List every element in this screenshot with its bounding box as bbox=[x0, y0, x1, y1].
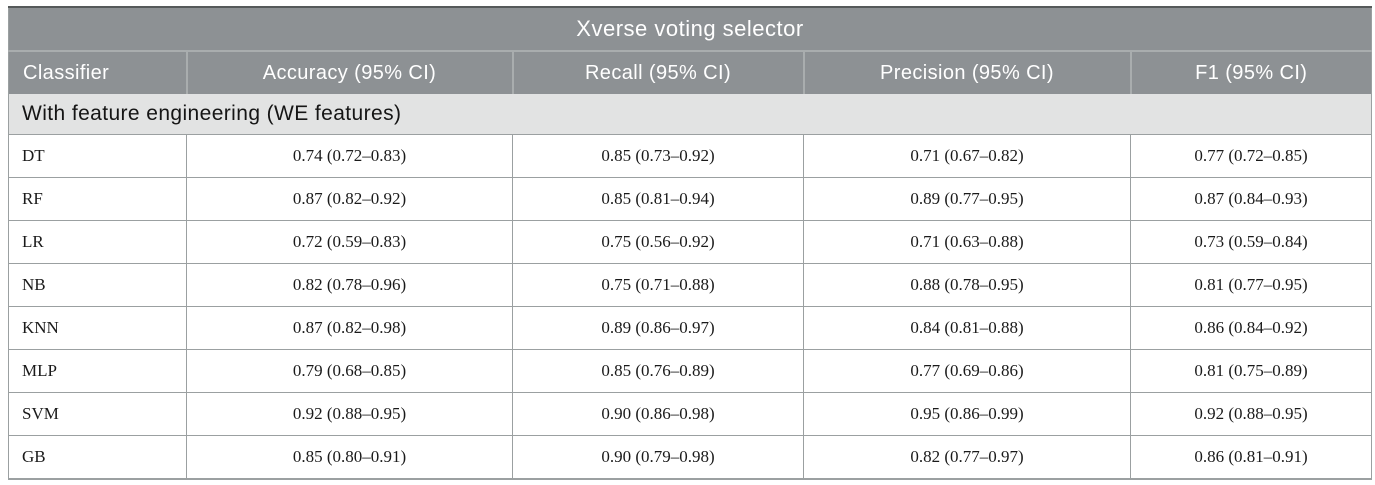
precision-cell: 0.88 (0.78–0.95) bbox=[803, 263, 1131, 307]
recall-cell: 0.89 (0.86–0.97) bbox=[512, 306, 804, 350]
table-row: MLP 0.79 (0.68–0.85) 0.85 (0.76–0.89) 0.… bbox=[8, 349, 1372, 393]
results-table: Xverse voting selector Classifier Accura… bbox=[8, 6, 1372, 480]
f1-cell: 0.81 (0.75–0.89) bbox=[1130, 349, 1372, 393]
table-row: NB 0.82 (0.78–0.96) 0.75 (0.71–0.88) 0.8… bbox=[8, 263, 1372, 307]
precision-cell: 0.71 (0.63–0.88) bbox=[803, 220, 1131, 264]
classifier-cell: RF bbox=[8, 177, 187, 221]
col-header-classifier: Classifier bbox=[8, 50, 187, 94]
precision-cell: 0.77 (0.69–0.86) bbox=[803, 349, 1131, 393]
f1-cell: 0.87 (0.84–0.93) bbox=[1130, 177, 1372, 221]
table-title-row: Xverse voting selector bbox=[8, 6, 1372, 51]
f1-cell: 0.86 (0.81–0.91) bbox=[1130, 435, 1372, 480]
table-row: DT 0.74 (0.72–0.83) 0.85 (0.73–0.92) 0.7… bbox=[8, 134, 1372, 178]
col-header-precision: Precision (95% CI) bbox=[802, 50, 1131, 94]
classifier-cell: DT bbox=[8, 134, 187, 178]
classifier-cell: LR bbox=[8, 220, 187, 264]
table-body: With feature engineering (WE features) D… bbox=[8, 94, 1372, 480]
table-row: SVM 0.92 (0.88–0.95) 0.90 (0.86–0.98) 0.… bbox=[8, 392, 1372, 436]
precision-cell: 0.89 (0.77–0.95) bbox=[803, 177, 1131, 221]
accuracy-cell: 0.74 (0.72–0.83) bbox=[186, 134, 513, 178]
accuracy-cell: 0.79 (0.68–0.85) bbox=[186, 349, 513, 393]
recall-cell: 0.75 (0.56–0.92) bbox=[512, 220, 804, 264]
precision-cell: 0.82 (0.77–0.97) bbox=[803, 435, 1131, 480]
classifier-cell: NB bbox=[8, 263, 187, 307]
accuracy-cell: 0.92 (0.88–0.95) bbox=[186, 392, 513, 436]
f1-cell: 0.81 (0.77–0.95) bbox=[1130, 263, 1372, 307]
accuracy-cell: 0.82 (0.78–0.96) bbox=[186, 263, 513, 307]
classifier-cell: SVM bbox=[8, 392, 187, 436]
accuracy-cell: 0.87 (0.82–0.92) bbox=[186, 177, 513, 221]
table-row: KNN 0.87 (0.82–0.98) 0.89 (0.86–0.97) 0.… bbox=[8, 306, 1372, 350]
table-title: Xverse voting selector bbox=[8, 6, 1372, 51]
recall-cell: 0.85 (0.76–0.89) bbox=[512, 349, 804, 393]
precision-cell: 0.71 (0.67–0.82) bbox=[803, 134, 1131, 178]
table-row: RF 0.87 (0.82–0.92) 0.85 (0.81–0.94) 0.8… bbox=[8, 177, 1372, 221]
col-header-f1: F1 (95% CI) bbox=[1129, 50, 1372, 94]
recall-cell: 0.90 (0.79–0.98) bbox=[512, 435, 804, 480]
f1-cell: 0.77 (0.72–0.85) bbox=[1130, 134, 1372, 178]
recall-cell: 0.90 (0.86–0.98) bbox=[512, 392, 804, 436]
table-header-row: Classifier Accuracy (95% CI) Recall (95%… bbox=[8, 50, 1372, 94]
accuracy-cell: 0.72 (0.59–0.83) bbox=[186, 220, 513, 264]
table-row: LR 0.72 (0.59–0.83) 0.75 (0.56–0.92) 0.7… bbox=[8, 220, 1372, 264]
precision-cell: 0.84 (0.81–0.88) bbox=[803, 306, 1131, 350]
f1-cell: 0.92 (0.88–0.95) bbox=[1130, 392, 1372, 436]
col-header-recall: Recall (95% CI) bbox=[511, 50, 804, 94]
classifier-cell: GB bbox=[8, 435, 187, 480]
section-header: With feature engineering (WE features) bbox=[8, 94, 1372, 135]
table-row: GB 0.85 (0.80–0.91) 0.90 (0.79–0.98) 0.8… bbox=[8, 435, 1372, 480]
accuracy-cell: 0.87 (0.82–0.98) bbox=[186, 306, 513, 350]
recall-cell: 0.85 (0.73–0.92) bbox=[512, 134, 804, 178]
recall-cell: 0.75 (0.71–0.88) bbox=[512, 263, 804, 307]
section-header-row: With feature engineering (WE features) bbox=[8, 94, 1372, 135]
accuracy-cell: 0.85 (0.80–0.91) bbox=[186, 435, 513, 480]
precision-cell: 0.95 (0.86–0.99) bbox=[803, 392, 1131, 436]
classifier-cell: MLP bbox=[8, 349, 187, 393]
f1-cell: 0.73 (0.59–0.84) bbox=[1130, 220, 1372, 264]
classifier-cell: KNN bbox=[8, 306, 187, 350]
f1-cell: 0.86 (0.84–0.92) bbox=[1130, 306, 1372, 350]
col-header-accuracy: Accuracy (95% CI) bbox=[185, 50, 513, 94]
recall-cell: 0.85 (0.81–0.94) bbox=[512, 177, 804, 221]
